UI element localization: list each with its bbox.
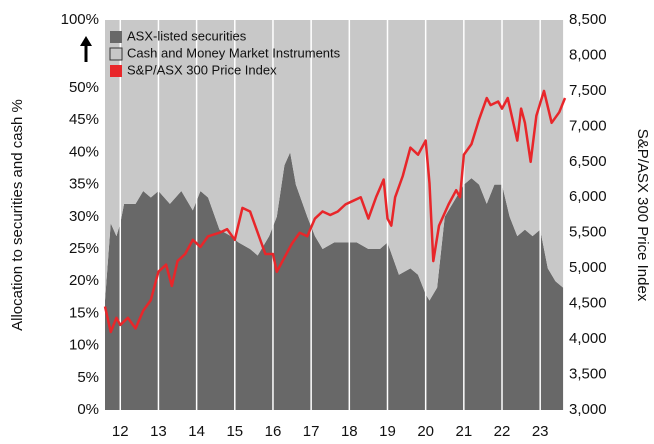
y-tick-label: 20% bbox=[69, 272, 99, 289]
x-tick-label: 19 bbox=[379, 423, 396, 440]
y-tick-label: 25% bbox=[69, 240, 99, 257]
y-tick-label: 45% bbox=[69, 111, 99, 128]
y-tick-label: 30% bbox=[69, 208, 99, 225]
x-tick-label: 18 bbox=[341, 423, 358, 440]
y2-tick-label: 5,000 bbox=[569, 259, 607, 276]
x-tick-label: 21 bbox=[455, 423, 472, 440]
y2-tick-label: 6,000 bbox=[569, 188, 607, 205]
y-tick-label: 40% bbox=[69, 143, 99, 160]
y2-tick-label: 7,000 bbox=[569, 117, 607, 134]
y-tick-label: 10% bbox=[69, 337, 99, 354]
y2-tick-label: 7,500 bbox=[569, 82, 607, 99]
y-tick-label: 50% bbox=[69, 79, 99, 96]
y2-tick-label: 4,500 bbox=[569, 295, 607, 312]
line bbox=[103, 89, 567, 334]
y2-tick-label: 8,500 bbox=[569, 11, 607, 28]
y2-tick-label: 5,500 bbox=[569, 224, 607, 241]
y2-tick-label: 3,000 bbox=[569, 401, 607, 418]
legend-swatch bbox=[110, 65, 122, 77]
area bbox=[105, 152, 564, 410]
legend-label: S&P/ASX 300 Price Index bbox=[127, 62, 277, 77]
x-tick-label: 12 bbox=[112, 423, 129, 440]
legend-swatch bbox=[109, 47, 123, 61]
x-tick-label: 23 bbox=[532, 423, 549, 440]
x-tick-label: 14 bbox=[188, 423, 205, 440]
y2-tick-label: 8,000 bbox=[569, 46, 607, 63]
y2-tick-label: 4,000 bbox=[569, 330, 607, 347]
x-tick-label: 15 bbox=[226, 423, 243, 440]
legend-label: Cash and Money Market Instruments bbox=[127, 45, 341, 60]
x-tick-label: 22 bbox=[494, 423, 511, 440]
axis-break-arrow bbox=[80, 36, 92, 62]
y-axis-label: Allocation to securities and cash % bbox=[9, 99, 26, 331]
y-tick-label: 35% bbox=[69, 176, 99, 193]
y2-tick-label: 6,500 bbox=[569, 153, 607, 170]
legend-swatch bbox=[110, 31, 122, 43]
area bbox=[105, 20, 564, 301]
y-tick-label: 15% bbox=[69, 304, 99, 321]
y2-tick-label: 3,500 bbox=[569, 366, 607, 383]
x-tick-label: 13 bbox=[150, 423, 167, 440]
y-tick-label: 0% bbox=[77, 401, 99, 418]
x-tick-label: 17 bbox=[303, 423, 320, 440]
plot-area bbox=[105, 20, 564, 410]
y-tick-label: 100% bbox=[61, 11, 99, 28]
y-tick-label: 5% bbox=[77, 369, 99, 386]
legend-label: ASX-listed securities bbox=[127, 28, 247, 43]
x-tick-label: 20 bbox=[417, 423, 434, 440]
x-tick-label: 16 bbox=[265, 423, 282, 440]
y2-axis-label: S&P/ASX 300 Price Index bbox=[634, 129, 651, 302]
